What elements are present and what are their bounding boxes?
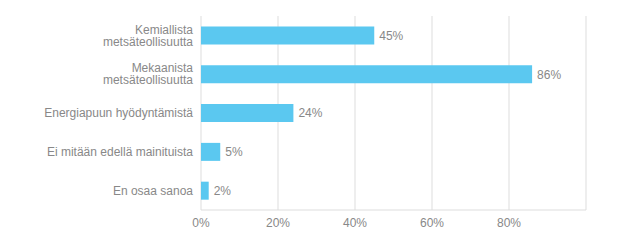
svg-text:2%: 2% [214, 184, 232, 198]
svg-text:45%: 45% [379, 29, 403, 43]
svg-text:En osaa sanoa: En osaa sanoa [113, 184, 193, 198]
svg-text:5%: 5% [225, 145, 243, 159]
svg-text:24%: 24% [298, 106, 322, 120]
svg-text:20%: 20% [266, 216, 290, 230]
svg-text:Mekaanistametsäteollisuutta: Mekaanistametsäteollisuutta [103, 61, 193, 87]
svg-text:Energiapuun hyödyntämistä: Energiapuun hyödyntämistä [44, 106, 193, 120]
svg-text:0%: 0% [192, 216, 210, 230]
svg-text:40%: 40% [343, 216, 367, 230]
svg-text:60%: 60% [420, 216, 444, 230]
svg-text:Kemiallistametsäteollisuutta: Kemiallistametsäteollisuutta [103, 23, 193, 49]
svg-text:Ei mitään edellä mainituista: Ei mitään edellä mainituista [47, 145, 193, 159]
svg-text:86%: 86% [537, 68, 561, 82]
svg-text:80%: 80% [497, 216, 521, 230]
